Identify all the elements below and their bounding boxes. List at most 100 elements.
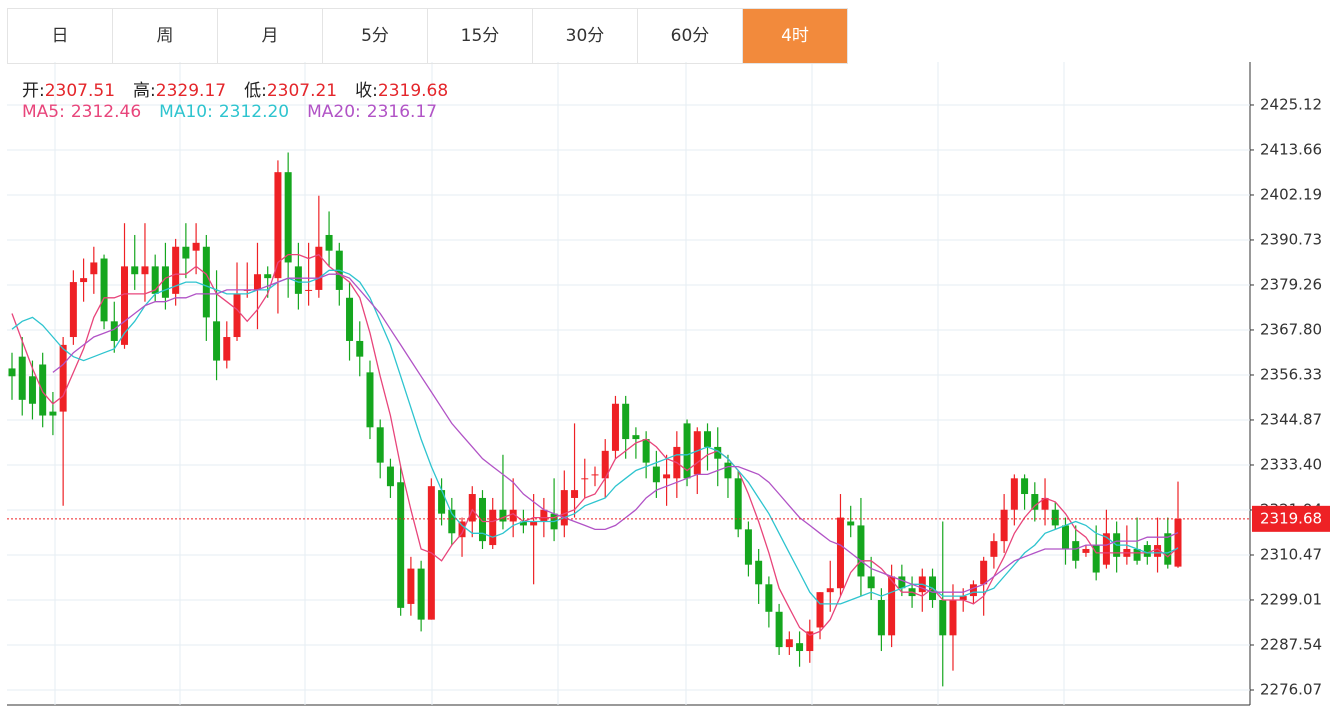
candle-body (898, 576, 906, 589)
candle-body (1051, 509, 1059, 526)
candle-body (652, 466, 660, 483)
candle-body (59, 344, 67, 412)
y-tick-label: 2413.66 (1260, 140, 1322, 158)
candle-body (274, 172, 282, 279)
last-price-box (1252, 505, 1330, 532)
candle-body (877, 600, 885, 636)
candle-body (39, 364, 47, 416)
candle-body (663, 474, 671, 479)
candle-body (161, 266, 169, 298)
candle-body (693, 431, 701, 475)
period-tab[interactable]: 60分 (638, 9, 743, 63)
candle-body (18, 356, 26, 400)
period-tab[interactable]: 5分 (323, 9, 428, 63)
candle-body (1010, 478, 1018, 510)
candle-body (69, 282, 77, 338)
candle-body (458, 521, 466, 538)
info-value: 2319.68 (377, 81, 449, 101)
candle-body (151, 266, 159, 294)
ma-value: 2316.17 (366, 102, 438, 122)
y-tick-label: 2310.47 (1260, 545, 1322, 563)
candle-body (80, 278, 88, 283)
ma-legend: MA5: 2312.46 MA10: 2312.20 MA20: 2316.17 (22, 102, 455, 122)
candle-body (386, 466, 394, 487)
candle-body (131, 266, 139, 275)
candle-body (417, 568, 425, 620)
candle-body (28, 376, 36, 404)
candle-body (969, 584, 977, 597)
candle-body (1021, 478, 1029, 495)
candle-body (990, 541, 998, 557)
y-tick-label: 2367.80 (1260, 320, 1322, 338)
y-tick-label: 2390.73 (1260, 230, 1322, 248)
candle-body (325, 234, 333, 251)
candle-body (1061, 525, 1069, 549)
y-tick-label: 2356.33 (1260, 365, 1322, 383)
ma-name: MA20: (307, 102, 361, 122)
candle-body (1082, 548, 1090, 553)
ma-value: 2312.20 (218, 102, 290, 122)
candle-body (744, 529, 752, 565)
candle-body (172, 246, 180, 294)
period-tab[interactable]: 4时 (743, 9, 848, 63)
candle-body (611, 403, 619, 451)
ma-line (52, 273, 1179, 593)
candle-body (1154, 545, 1162, 557)
candle-body (489, 509, 497, 546)
y-tick-label: 2299.01 (1260, 590, 1322, 608)
candle-body (499, 509, 507, 522)
candle-body (1143, 545, 1151, 557)
y-tick-label: 2344.87 (1260, 410, 1322, 428)
candle-body (867, 576, 875, 589)
period-tab[interactable]: 15分 (428, 9, 533, 63)
candle-body (591, 474, 599, 476)
ma-line (11, 253, 1179, 637)
candle-body (560, 490, 568, 526)
candle-body (376, 427, 384, 463)
candle-body (233, 293, 241, 338)
candle-body (939, 600, 947, 636)
info-value: 2307.21 (266, 81, 338, 101)
candle-body (785, 639, 793, 648)
period-tab[interactable]: 月 (218, 9, 323, 63)
candle-body (253, 274, 261, 290)
info-label: 收: (355, 81, 378, 101)
y-tick-label: 2402.19 (1260, 185, 1322, 203)
candle-body (468, 494, 476, 522)
ma-name: MA10: (159, 102, 213, 122)
candle-body (847, 521, 855, 526)
candle-body (1164, 533, 1172, 565)
y-tick-label: 2379.26 (1260, 275, 1322, 293)
candle-body (755, 560, 763, 585)
candle-body (141, 266, 149, 275)
candle-body (438, 490, 446, 514)
y-tick-label: 2276.07 (1260, 681, 1322, 699)
candle-body (980, 560, 988, 585)
candle-body (1072, 541, 1080, 561)
candle-body (213, 321, 221, 361)
candle-body (1102, 533, 1110, 565)
info-label: 高: (133, 81, 156, 101)
candle-body (857, 525, 865, 577)
ma-line (11, 269, 1179, 605)
candle-body (765, 584, 773, 612)
candle-body (356, 340, 364, 357)
candle-body (1031, 494, 1039, 510)
candle-body (775, 611, 783, 648)
ohlc-info: 开:2307.51 高:2329.17 低:2307.21 收:2319.68 (22, 76, 466, 101)
period-tabs: 日周月 5分 15分 30分 60分 4时 (7, 8, 848, 64)
candle-body (223, 337, 231, 361)
candle-body (100, 258, 108, 322)
candle-body (478, 497, 486, 542)
candle-body (1133, 548, 1141, 561)
y-tick-label: 2287.54 (1260, 635, 1322, 653)
last-price-label: 2319.68 (1260, 509, 1322, 527)
period-tab[interactable]: 日 (8, 9, 113, 63)
period-tab[interactable]: 周 (113, 9, 218, 63)
candle-body (622, 403, 630, 440)
candle-body (734, 478, 742, 530)
period-tab[interactable]: 30分 (533, 9, 638, 63)
candle-body (1000, 509, 1008, 542)
candle-body (110, 321, 118, 341)
